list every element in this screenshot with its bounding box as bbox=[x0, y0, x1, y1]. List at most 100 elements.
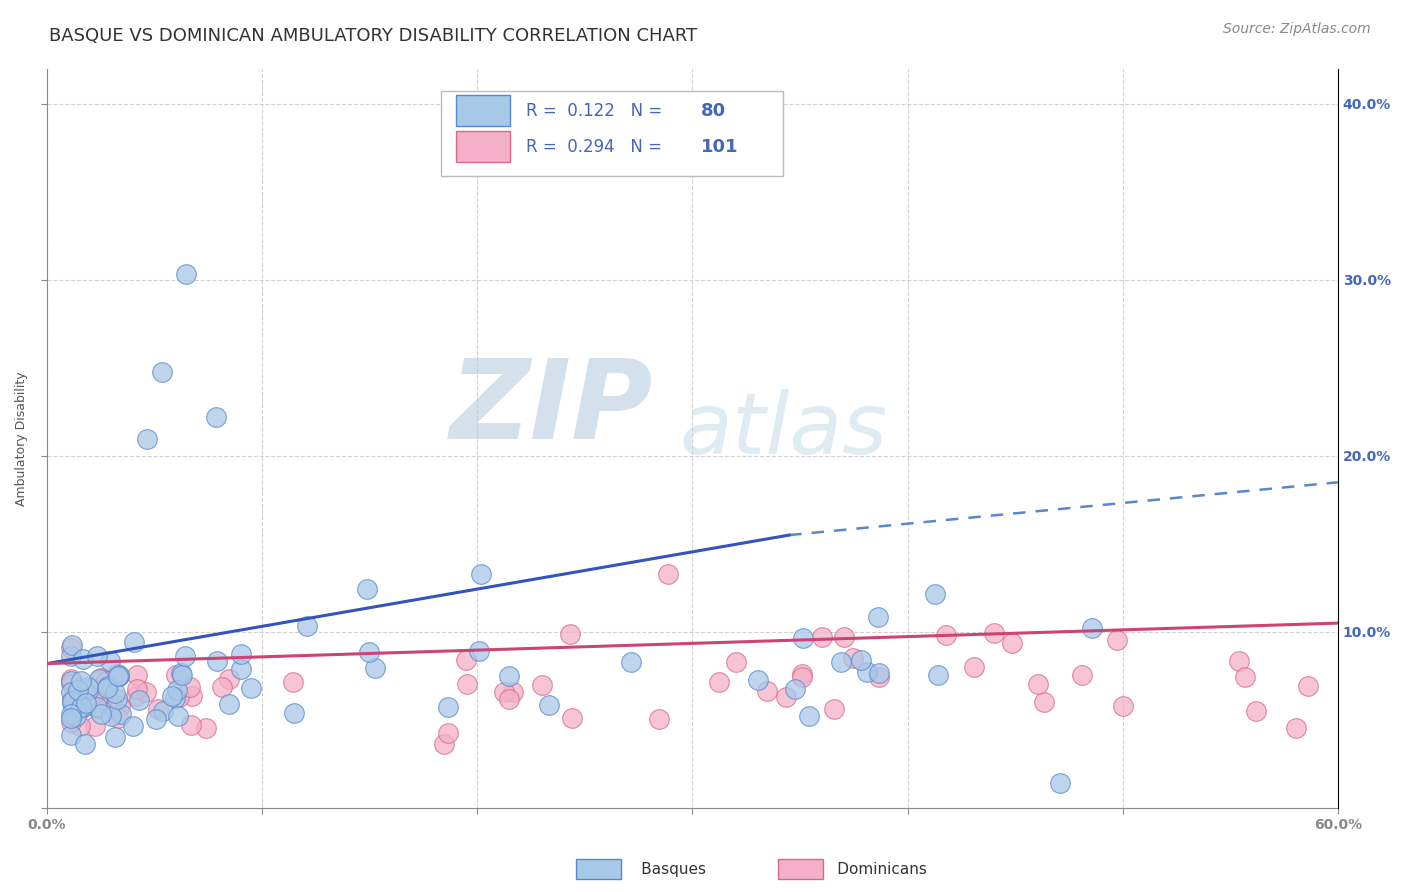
Y-axis label: Ambulatory Disability: Ambulatory Disability bbox=[15, 371, 28, 506]
Point bbox=[592, 585, 614, 599]
Point bbox=[70, 669, 93, 683]
Point bbox=[1054, 623, 1077, 637]
Point bbox=[39, 649, 62, 664]
Text: ZIP: ZIP bbox=[450, 355, 654, 462]
Point bbox=[86, 655, 108, 669]
Point bbox=[1268, 605, 1291, 619]
Point bbox=[118, 627, 141, 641]
Point bbox=[152, 633, 174, 648]
Point bbox=[583, 670, 606, 684]
Point bbox=[550, 655, 572, 669]
Point bbox=[332, 510, 354, 524]
Point bbox=[39, 599, 62, 613]
Point bbox=[256, 622, 278, 636]
Point bbox=[1244, 633, 1267, 648]
Point bbox=[440, 615, 463, 629]
Text: BASQUE VS DOMINICAN AMBULATORY DISABILITY CORRELATION CHART: BASQUE VS DOMINICAN AMBULATORY DISABILIT… bbox=[49, 27, 697, 45]
Point bbox=[353, 631, 375, 645]
Point bbox=[56, 690, 79, 704]
Point bbox=[114, 630, 136, 644]
Point bbox=[148, 643, 170, 657]
Point bbox=[1250, 622, 1272, 636]
Point bbox=[69, 664, 91, 678]
Point bbox=[576, 584, 599, 599]
Point bbox=[503, 637, 526, 651]
Point bbox=[121, 158, 143, 172]
Point bbox=[1233, 579, 1256, 593]
Point bbox=[786, 589, 808, 603]
Point bbox=[1274, 599, 1296, 613]
Text: Source: ZipAtlas.com: Source: ZipAtlas.com bbox=[1223, 22, 1371, 37]
Point bbox=[75, 675, 97, 690]
Text: R =  0.122   N =: R = 0.122 N = bbox=[526, 102, 668, 120]
Point bbox=[616, 627, 638, 641]
Point bbox=[1036, 628, 1059, 642]
Point bbox=[699, 580, 721, 594]
Point bbox=[65, 637, 87, 651]
Point bbox=[112, 655, 135, 669]
Point bbox=[307, 711, 329, 725]
Point bbox=[135, 692, 157, 706]
Point bbox=[322, 612, 344, 626]
Point bbox=[322, 640, 344, 654]
Point bbox=[356, 649, 378, 664]
Point bbox=[562, 628, 585, 642]
Text: Dominicans: Dominicans bbox=[808, 863, 928, 877]
Point bbox=[589, 615, 612, 629]
Point bbox=[160, 623, 183, 637]
Point bbox=[349, 649, 371, 664]
Point bbox=[53, 663, 76, 677]
Point bbox=[52, 647, 75, 661]
Point bbox=[1018, 625, 1040, 640]
Point bbox=[208, 572, 231, 586]
Point bbox=[124, 644, 146, 658]
Point bbox=[395, 582, 418, 596]
Point bbox=[73, 630, 96, 644]
Point bbox=[603, 612, 626, 626]
Point bbox=[769, 574, 792, 589]
Point bbox=[143, 326, 166, 340]
Point bbox=[58, 657, 80, 671]
Point bbox=[1213, 693, 1236, 707]
Point bbox=[198, 674, 221, 689]
Point bbox=[711, 592, 734, 607]
Point bbox=[72, 628, 94, 642]
Point bbox=[84, 690, 107, 704]
Point bbox=[609, 626, 631, 640]
Point bbox=[127, 654, 149, 668]
Point bbox=[67, 678, 90, 692]
Bar bbox=[440, 91, 783, 176]
Bar bbox=[456, 131, 510, 162]
Point bbox=[46, 668, 69, 682]
Point bbox=[914, 691, 936, 706]
Point bbox=[250, 528, 273, 542]
Point bbox=[734, 661, 756, 675]
Point bbox=[75, 666, 97, 681]
Point bbox=[39, 658, 62, 673]
Point bbox=[1107, 657, 1129, 671]
Point bbox=[39, 700, 62, 714]
Point bbox=[557, 647, 579, 661]
Point bbox=[460, 681, 482, 696]
Point bbox=[101, 670, 124, 684]
Point bbox=[48, 668, 70, 682]
Point bbox=[1189, 665, 1212, 680]
Point bbox=[567, 677, 589, 691]
Point bbox=[44, 647, 66, 661]
Point bbox=[41, 660, 63, 674]
Point bbox=[39, 637, 62, 651]
Point bbox=[125, 689, 148, 703]
Point bbox=[792, 666, 814, 681]
Point bbox=[94, 351, 117, 366]
Point bbox=[73, 631, 96, 645]
Text: R =  0.294   N =: R = 0.294 N = bbox=[526, 138, 666, 156]
Text: 101: 101 bbox=[702, 138, 740, 156]
Point bbox=[252, 602, 274, 616]
Point bbox=[65, 645, 87, 659]
Point bbox=[198, 638, 221, 652]
Point bbox=[886, 672, 908, 686]
Point bbox=[73, 657, 96, 672]
Point bbox=[87, 646, 110, 660]
Point bbox=[685, 621, 707, 635]
Point bbox=[1147, 605, 1170, 619]
